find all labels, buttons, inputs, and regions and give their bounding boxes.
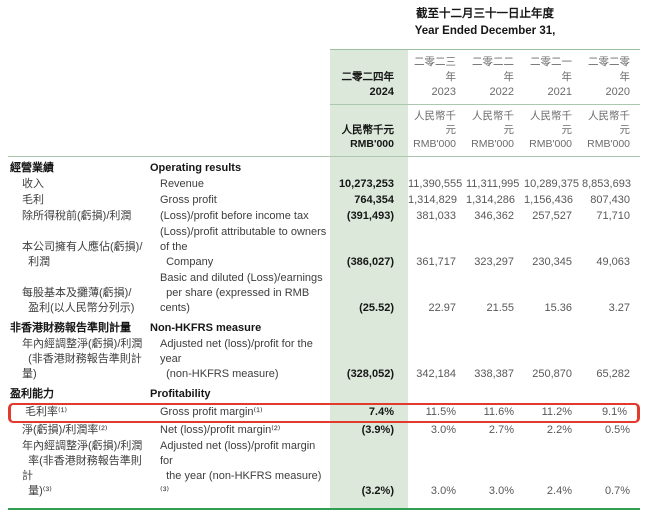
value-2022: 338,387 xyxy=(474,368,514,380)
section-operating-results: 經營業績 Operating results xyxy=(8,157,640,177)
year-header-2021: 二零二一年 2021 xyxy=(524,49,582,105)
value-2021: 257,527 xyxy=(532,210,572,222)
value-2024: 7.4% xyxy=(330,403,408,423)
unit-header-2021: 人民幣千元 RMB'000 xyxy=(524,105,582,157)
year-header-2024: 二零二四年 2024 xyxy=(330,49,408,105)
unit-header-2020: 人民幣千元 RMB'000 xyxy=(582,105,641,157)
value-2024: (3.9%) xyxy=(330,423,408,439)
value-2022: 2.7% xyxy=(488,424,514,436)
value-2023: 361,717 xyxy=(416,256,456,268)
value-2020: 0.7% xyxy=(604,485,631,497)
value-2024: 10,273,253 xyxy=(330,177,408,193)
year-header-row: 二零二四年 2024 二零二三年 2023 二零二二年 2022 二零二一年 2… xyxy=(8,49,641,105)
value-2020: 49,063 xyxy=(596,256,631,268)
value-2024: 764,354 xyxy=(330,193,408,209)
value-2020: 9.1% xyxy=(582,403,641,423)
section-profitability: 盈利能力 Profitability xyxy=(8,383,640,403)
value-2021: 10,289,375 xyxy=(524,178,580,190)
value-2023: 381,033 xyxy=(416,210,456,222)
value-2023: 11,390,555 xyxy=(408,178,463,190)
value-2024: (386,027) xyxy=(330,225,408,271)
unit-header-row: 人民幣千元 RMB'000 人民幣千元 RMB'000 人民幣千元 RMB'00… xyxy=(8,105,641,157)
value-2023: 11.5% xyxy=(408,403,466,423)
period-title-en: Year Ended December 31, xyxy=(414,25,556,37)
value-2020: 3.27 xyxy=(608,302,631,314)
unit-header-2024: 人民幣千元 RMB'000 xyxy=(330,105,408,157)
value-2021: 230,345 xyxy=(532,256,572,268)
value-2021: 250,870 xyxy=(532,368,572,380)
value-2022: 323,297 xyxy=(474,256,514,268)
unit-header-2022: 人民幣千元 RMB'000 xyxy=(466,105,524,157)
value-2021: 11.2% xyxy=(524,403,582,423)
row-gross-profit: 毛利 Gross profit 764,354 1,314,829 1,314,… xyxy=(8,193,640,209)
row-net-loss-profit-margin: 淨(虧損)/利潤率⁽²⁾ Net (loss)/profit margin⁽²⁾… xyxy=(8,423,640,439)
value-2023: 3.0% xyxy=(430,485,456,497)
value-2023: 22.97 xyxy=(428,302,456,314)
value-2021: 2.2% xyxy=(546,424,572,436)
year-header-2020: 二零二零年 2020 xyxy=(582,49,641,105)
year-header-2023: 二零二三年 2023 xyxy=(408,49,466,105)
value-2021: 2.4% xyxy=(546,485,572,497)
row-gross-profit-margin-highlighted: 毛利率⁽¹⁾ Gross profit margin⁽¹⁾ 7.4% 11.5%… xyxy=(8,403,641,423)
value-2021: 15.36 xyxy=(544,302,572,314)
value-2022: 11.6% xyxy=(466,403,524,423)
value-2023: 342,184 xyxy=(416,368,456,380)
unit-header-2023: 人民幣千元 RMB'000 xyxy=(408,105,466,157)
row-revenue: 收入 Revenue 10,273,253 11,390,555 11,311,… xyxy=(8,177,640,193)
value-2021: 1,156,436 xyxy=(524,194,573,206)
financial-summary-table: 截至十二月三十一日止年度 Year Ended December 31, 二零二… xyxy=(8,6,641,510)
value-2022: 1,314,286 xyxy=(466,194,515,206)
value-2020: 0.5% xyxy=(604,424,631,436)
row-basic-diluted-eps: 每股基本及攤薄(虧損)/ 盈利(以人民幣分列示) Basic and dilut… xyxy=(8,271,640,317)
value-2022: 21.55 xyxy=(486,302,514,314)
section-non-hkfrs-measure: 非香港財務報告準則計量 Non-HKFRS measure xyxy=(8,317,640,337)
value-2024: (3.2%) xyxy=(330,439,408,500)
row-adjusted-net-margin: 年內經調整淨(虧損)/利潤 率(非香港財務報告準則計 量)⁽³⁾ Adjuste… xyxy=(8,439,640,500)
value-2020: 71,710 xyxy=(596,210,631,222)
value-2024: (25.52) xyxy=(330,271,408,317)
value-2020: 65,282 xyxy=(596,368,631,380)
row-loss-profit-owners: 本公司擁有人應佔(虧損)/ 利潤 (Loss)/profit attributa… xyxy=(8,225,640,271)
value-2023: 1,314,829 xyxy=(408,194,457,206)
value-2022: 11,311,995 xyxy=(466,178,520,190)
value-2024: (391,493) xyxy=(330,209,408,225)
period-title-zh: 截至十二月三十一日止年度 xyxy=(416,8,554,20)
row-loss-profit-before-tax: 除所得稅前(虧損)/利潤 (Loss)/profit before income… xyxy=(8,209,640,225)
period-title: 截至十二月三十一日止年度 Year Ended December 31, xyxy=(330,6,640,49)
value-2020: 807,430 xyxy=(590,194,631,206)
value-2023: 3.0% xyxy=(430,424,456,436)
value-2020: 8,853,693 xyxy=(582,178,631,190)
value-2024: (328,052) xyxy=(330,337,408,383)
period-title-row: 截至十二月三十一日止年度 Year Ended December 31, xyxy=(8,6,640,49)
value-2022: 3.0% xyxy=(488,485,514,497)
row-adjusted-net-loss-profit: 年內經調整淨(虧損)/利潤 (非香港財務報告準則計量) Adjusted net… xyxy=(8,337,640,383)
table-bottom-rule xyxy=(8,500,641,510)
value-2022: 346,362 xyxy=(474,210,514,222)
year-header-2022: 二零二二年 2022 xyxy=(466,49,524,105)
